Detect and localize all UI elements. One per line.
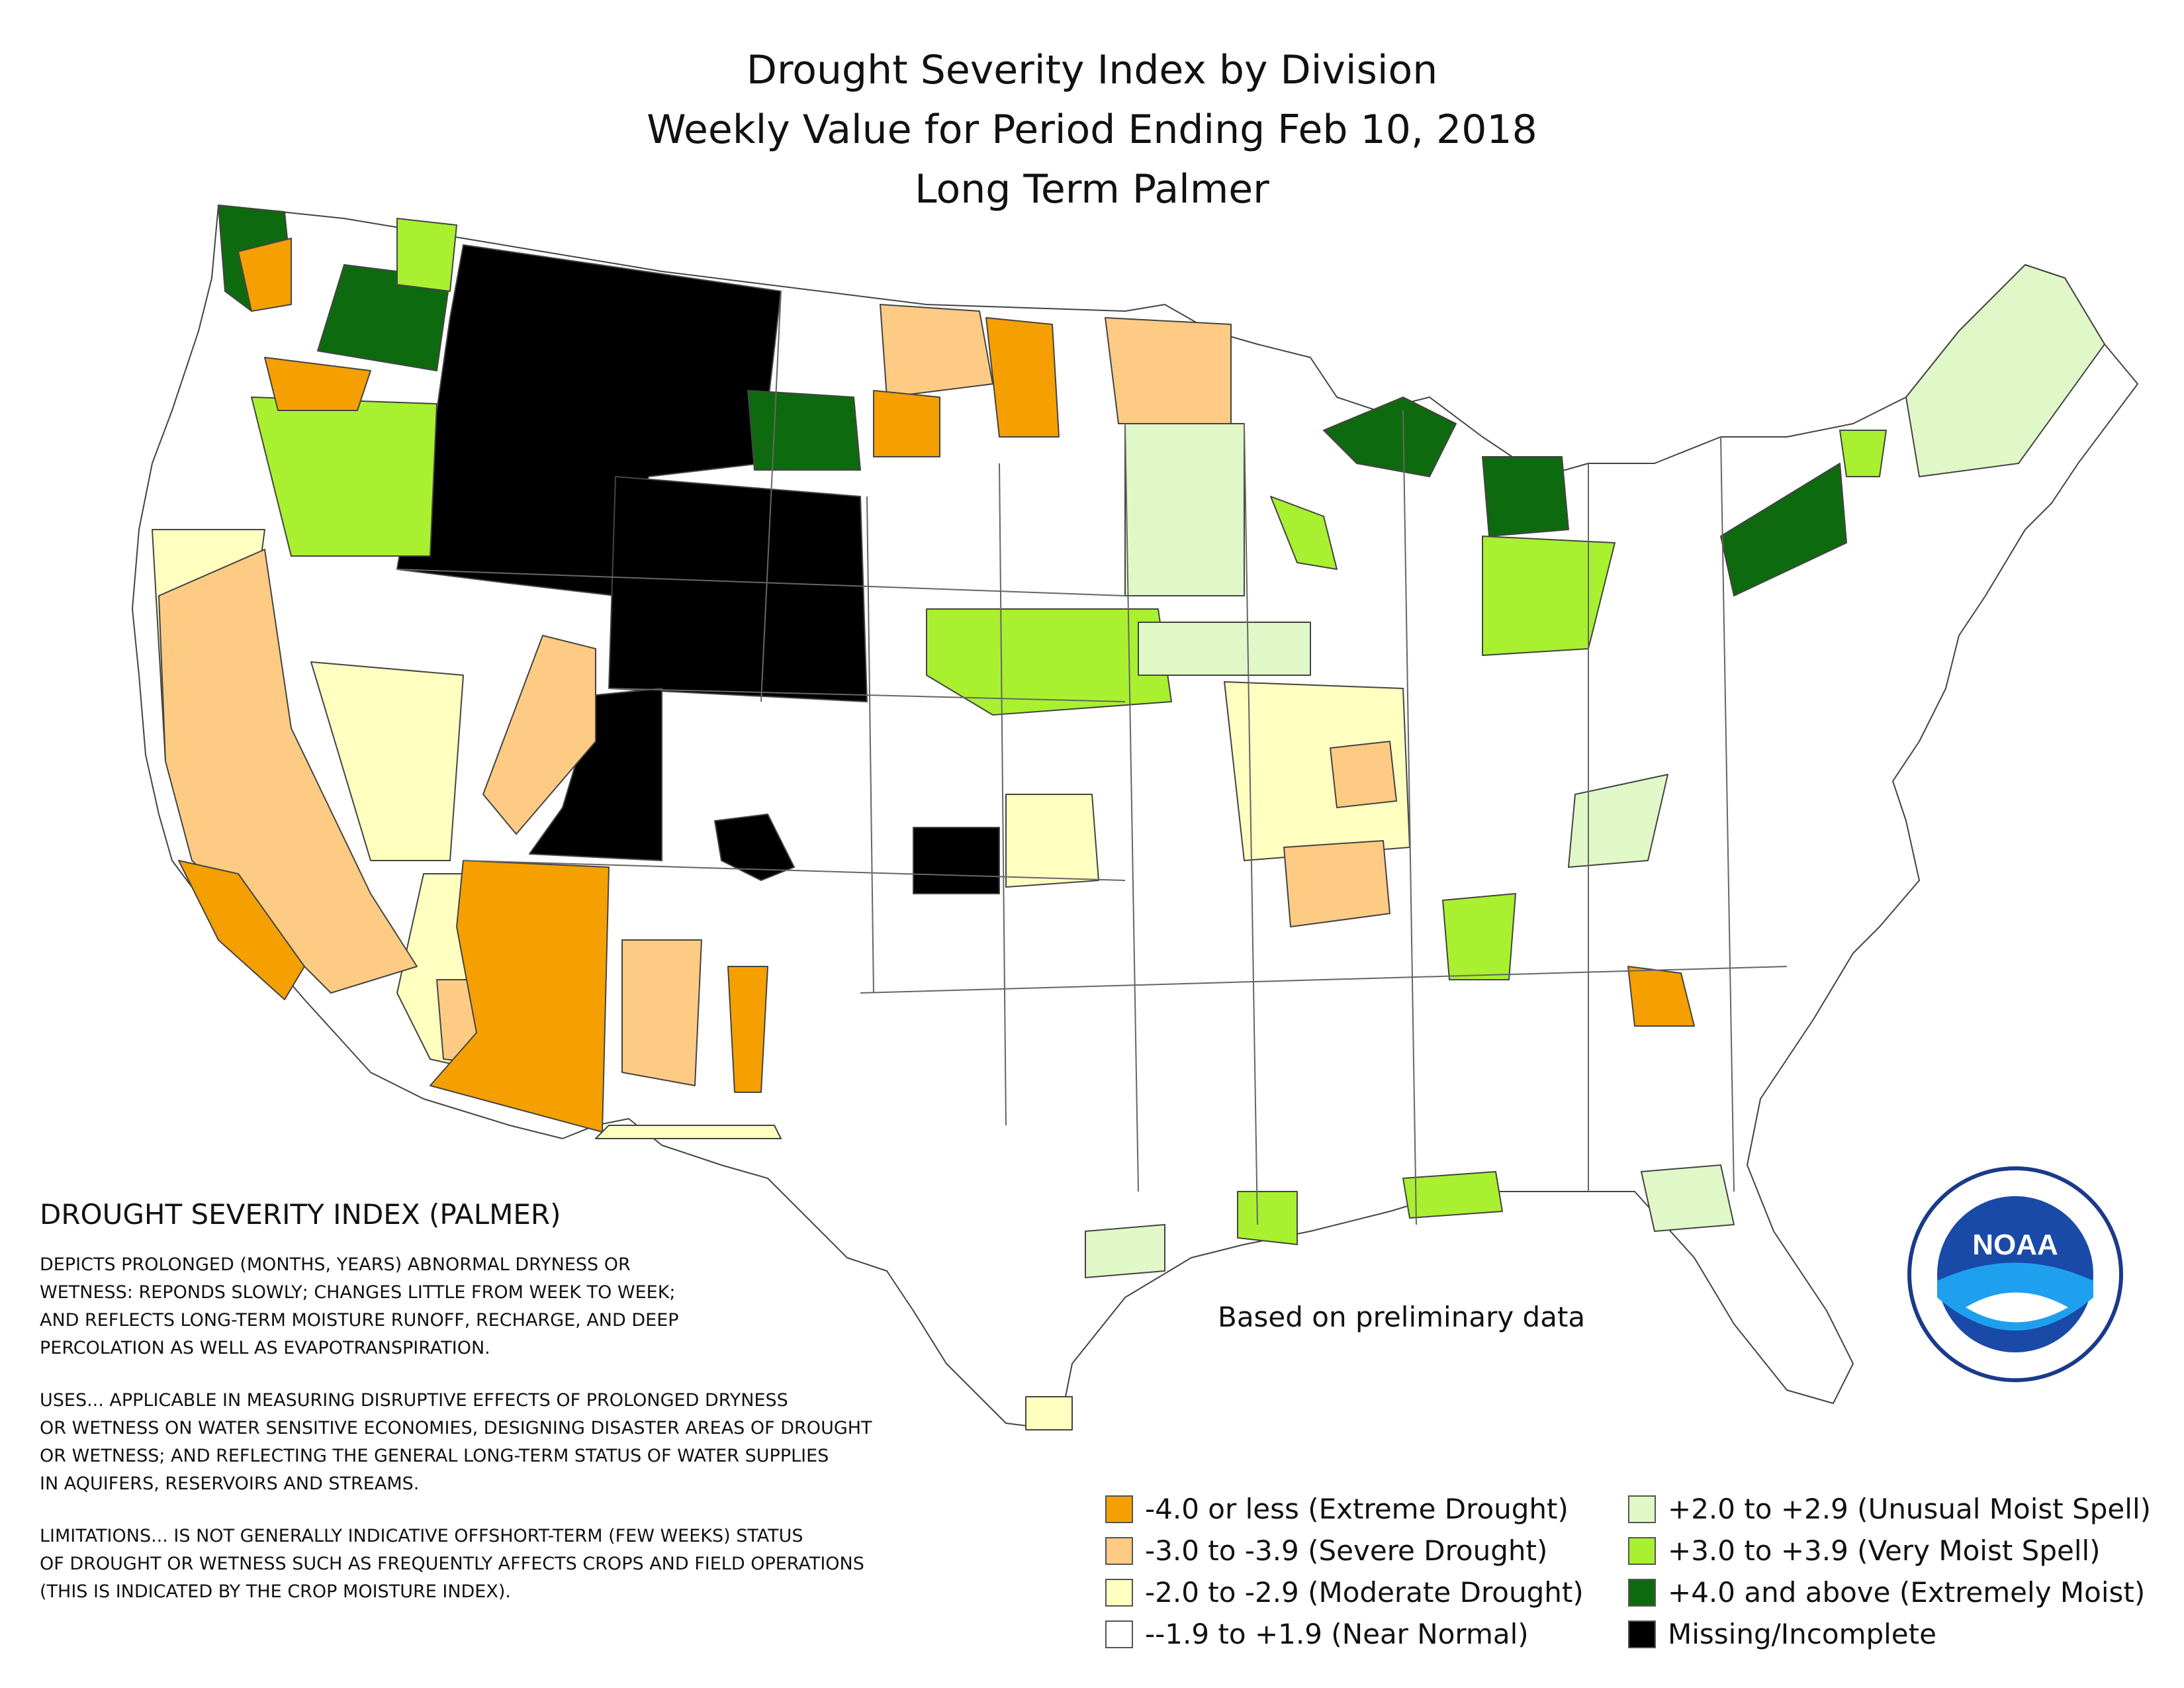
info-p2-line: USES... APPLICABLE IN MEASURING DISRUPTI… [40, 1390, 788, 1411]
noaa-logo: NOAA [1907, 1166, 2123, 1382]
region-moderate-drought-ok [1005, 794, 1099, 888]
region-moderate-drought-nv [310, 661, 464, 861]
region-extreme-drought-or [264, 357, 371, 411]
legend-swatch [1628, 1578, 1656, 1607]
region-moderate-drought-tx-s [1025, 1396, 1073, 1430]
legend-item-very-moist: +3.0 to +3.9 (Very Moist Spell) [1628, 1534, 2101, 1567]
region-very-moist-wa [396, 218, 457, 292]
legend-item-moderate-drought: -2.0 to -2.9 (Moderate Drought) [1105, 1576, 1584, 1609]
region-extreme-moist-mi-up [1323, 397, 1457, 477]
region-extreme-moist-mi-lp [1482, 456, 1569, 537]
region-extreme-drought-nm [727, 966, 768, 1093]
region-very-moist-ms [1402, 1171, 1503, 1219]
legend-swatch [1105, 1578, 1133, 1607]
region-unusual-moist-ia [1138, 622, 1311, 676]
legend-item-unusual-moist: +2.0 to +2.9 (Unusual Moist Spell) [1628, 1493, 2151, 1525]
legend-label: Missing/Incomplete [1668, 1618, 1936, 1650]
info-p1-line: WETNESS: REPONDS SLOWLY; CHANGES LITTLE … [40, 1282, 676, 1303]
title-line-3: Long Term Palmer [915, 166, 1269, 212]
info-paragraph-1: DEPICTS PROLONGED (MONTHS, YEARS) ABNORM… [40, 1251, 1006, 1362]
region-unusual-moist-ky [1568, 774, 1668, 868]
preliminary-data-note: Based on preliminary data [1218, 1301, 1586, 1333]
region-severe-drought-nd [880, 304, 993, 398]
legend-swatch [1628, 1495, 1656, 1523]
legend-label: -3.0 to -3.9 (Severe Drought) [1145, 1534, 1548, 1567]
region-unusual-moist-fl [1641, 1164, 1735, 1232]
info-p3-line: OF DROUGHT OR WETNESS SUCH AS FREQUENTLY… [40, 1554, 864, 1574]
region-unusual-moist-me [1905, 264, 2105, 477]
info-p1-line: DEPICTS PROLONGED (MONTHS, YEARS) ABNORM… [40, 1254, 631, 1275]
region-extreme-drought-wa [238, 238, 292, 312]
legend-swatch [1628, 1536, 1656, 1565]
noaa-logo-text: NOAA [1972, 1229, 2058, 1261]
region-missing-ks [913, 827, 1000, 894]
info-p1-line: PERCOLATION AS WELL AS EVAPOTRANSPIRATIO… [40, 1338, 490, 1358]
region-extreme-drought-nd [985, 317, 1060, 438]
info-paragraph-3: LIMITATIONS... IS NOT GENERALLY INDICATI… [40, 1523, 1006, 1606]
legend-label: +3.0 to +3.9 (Very Moist Spell) [1668, 1534, 2101, 1567]
legend-item-missing: Missing/Incomplete [1628, 1618, 1936, 1650]
info-p3-line: (THIS IS INDICATED BY THE CROP MOISTURE … [40, 1581, 511, 1602]
title-line-1: Drought Severity Index by Division [746, 47, 1438, 93]
region-unusual-moist-mn [1124, 423, 1245, 596]
region-extreme-drought-sc [1627, 966, 1695, 1027]
region-unusual-moist-tx [1085, 1224, 1165, 1278]
region-very-moist-wi [1270, 496, 1338, 570]
title-line-2: Weekly Value for Period Ending Feb 10, 2… [647, 107, 1537, 153]
region-severe-drought-mo [1283, 840, 1390, 927]
region-moderate-drought-nm [595, 1125, 782, 1139]
info-p2-line: OR WETNESS ON WATER SENSITIVE ECONOMIES,… [40, 1418, 872, 1438]
region-very-moist-ne [926, 608, 1172, 716]
info-p2-line: OR WETNESS; AND REFLECTING THE GENERAL L… [40, 1446, 829, 1466]
legend-label: --1.9 to +1.9 (Near Normal) [1145, 1618, 1529, 1650]
legend-swatch [1105, 1495, 1133, 1523]
legend-label: +4.0 and above (Extremely Moist) [1668, 1576, 2146, 1609]
legend-swatch [1105, 1620, 1133, 1648]
region-severe-drought-il [1330, 741, 1397, 808]
info-p2-line: IN AQUIFERS, RESERVOIRS AND STREAMS. [40, 1474, 420, 1494]
region-very-moist-or [251, 397, 437, 557]
legend-item-severe-drought: -3.0 to -3.9 (Severe Drought) [1105, 1534, 1547, 1567]
info-heading: DROUGHT SEVERITY INDEX (PALMER) [40, 1198, 561, 1231]
info-p3-line: LIMITATIONS... IS NOT GENERALLY INDICATI… [40, 1526, 803, 1546]
region-extreme-drought-az [430, 860, 610, 1133]
region-very-moist-ny-n [1839, 430, 1887, 477]
region-extreme-moist-wy [747, 390, 861, 471]
legend-swatch [1105, 1536, 1133, 1565]
info-p1-line: AND REFLECTS LONG-TERM MOISTURE RUNOFF, … [40, 1310, 679, 1331]
region-severe-drought-nm [621, 939, 702, 1086]
legend-label: -4.0 or less (Extreme Drought) [1145, 1493, 1569, 1525]
legend-item-near-normal: --1.9 to +1.9 (Near Normal) [1105, 1618, 1529, 1650]
region-missing-co [714, 814, 795, 881]
division-lines [396, 291, 1788, 1225]
legend-label: -2.0 to -2.9 (Moderate Drought) [1145, 1576, 1584, 1609]
region-severe-drought-ut [482, 635, 596, 835]
info-paragraph-2: USES... APPLICABLE IN MEASURING DISRUPTI… [40, 1387, 1006, 1498]
legend-item-extreme-drought: -4.0 or less (Extreme Drought) [1105, 1493, 1569, 1525]
region-severe-drought-mn [1105, 317, 1232, 424]
legend-swatch [1628, 1620, 1656, 1648]
region-very-moist-tn [1442, 893, 1516, 980]
legend-item-extremely-moist: +4.0 and above (Extremely Moist) [1628, 1576, 2145, 1609]
region-extreme-drought-ca-s [178, 860, 305, 1000]
legend-label: +2.0 to +2.9 (Unusual Moist Spell) [1668, 1493, 2151, 1525]
region-missing-wy [608, 476, 868, 702]
region-extreme-drought-mt [873, 390, 940, 457]
region-extreme-moist-ny [1720, 463, 1847, 596]
region-very-moist-la [1237, 1191, 1298, 1245]
